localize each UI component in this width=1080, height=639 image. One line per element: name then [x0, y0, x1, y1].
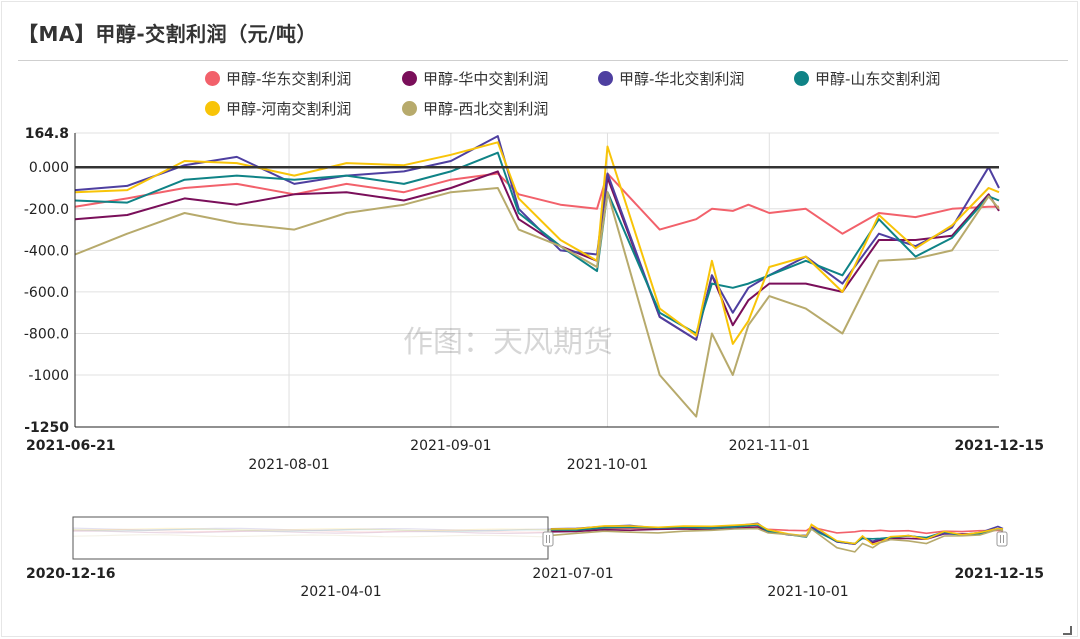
navigator[interactable]: 2020-12-16 2021-07-01 2021-12-15 2021-04-01…	[26, 516, 1044, 600]
legend-dot-icon	[598, 71, 613, 86]
left-handle[interactable]	[542, 531, 554, 547]
axis-layer: 164.8 0.000 -200.0 -400.0 -600.0 -800.0 -1000 -…	[24, 126, 1044, 473]
legend-label: 甲醇-河南交割利润	[226, 100, 352, 118]
watermark: 作图：天风期货	[403, 325, 613, 360]
right-handle[interactable]	[996, 531, 1008, 547]
series-layer	[74, 135, 1000, 418]
navigator-mask	[72, 516, 549, 560]
legend-label: 甲醇-华东交割利润	[226, 70, 352, 88]
grid-layer	[75, 132, 999, 428]
y-tick-label: -600.0	[24, 285, 69, 301]
legend-dot-icon	[402, 71, 417, 86]
series-line-4	[74, 141, 1000, 345]
x-tick-label: 2021-08-01	[248, 457, 329, 473]
resize-corner-icon[interactable]	[1063, 626, 1072, 635]
legend-dot-icon	[402, 101, 417, 116]
x-tick-label: 2021-11-01	[729, 438, 810, 454]
navigator-tick-label: 2021-07-01	[532, 566, 613, 582]
legend-item-shandong[interactable]: 甲醇-山东交割利润	[794, 68, 940, 89]
legend-dot-icon	[205, 71, 220, 86]
navigator-tick-label: 2021-10-01	[767, 584, 848, 600]
navigator-series-line	[550, 523, 1004, 546]
series-line-2	[74, 135, 1000, 341]
x-tick-label: 2021-10-01	[567, 457, 648, 473]
series-line-5	[74, 187, 1000, 418]
y-tick-label: 0.000	[29, 160, 69, 176]
legend-label: 甲醇-华北交割利润	[619, 70, 745, 88]
y-tick-label: -400.0	[24, 243, 69, 259]
legend-item-xibei[interactable]: 甲醇-西北交割利润	[402, 98, 548, 119]
y-tick-label: -1250	[24, 420, 69, 436]
handle-grip-icon[interactable]	[542, 531, 554, 547]
handle-grip-icon[interactable]	[996, 531, 1008, 547]
legend-dot-icon	[205, 101, 220, 116]
y-tick-label: -1000	[28, 368, 69, 384]
y-tick-label: 164.8	[25, 126, 69, 142]
legend-dot-icon	[794, 71, 809, 86]
navigator-tick-label: 2020-12-16	[26, 566, 116, 582]
title-divider	[18, 60, 1068, 61]
series-line-3	[74, 151, 1000, 335]
y-tick-label: -200.0	[24, 202, 69, 218]
legend-label: 甲醇-山东交割利润	[815, 70, 941, 88]
navigator-series-line	[550, 527, 1004, 553]
legend-item-huabei[interactable]: 甲醇-华北交割利润	[598, 68, 744, 89]
legend-label: 甲醇-华中交割利润	[423, 70, 549, 88]
x-tick-label: 2021-12-15	[954, 438, 1044, 454]
navigator-tick-label: 2021-04-01	[300, 584, 381, 600]
series-line-0	[74, 172, 999, 235]
x-tick-label: 2021-09-01	[410, 438, 491, 454]
navigator-tick-label: 2021-12-15	[954, 566, 1044, 582]
legend-item-huazhong[interactable]: 甲醇-华中交割利润	[402, 68, 548, 89]
x-tick-label: 2021-06-21	[26, 438, 116, 454]
legend-label: 甲醇-西北交割利润	[423, 100, 549, 118]
chart-title: 【MA】甲醇-交割利润（元/吨）	[18, 22, 317, 46]
legend-item-henan[interactable]: 甲醇-河南交割利润	[205, 98, 351, 119]
y-tick-label: -800.0	[24, 326, 69, 342]
legend-item-huadong[interactable]: 甲醇-华东交割利润	[205, 68, 351, 89]
